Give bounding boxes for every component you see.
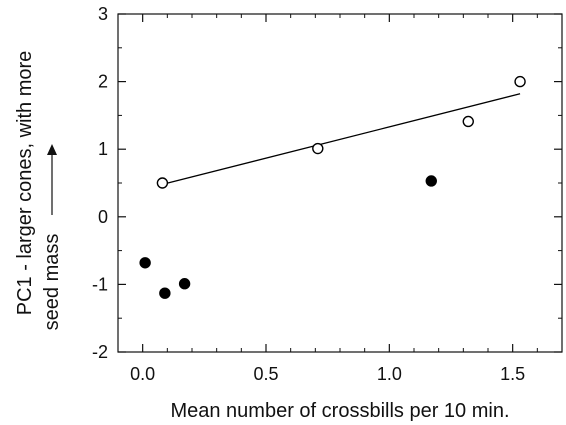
filled-data-point bbox=[139, 257, 151, 269]
fit-line-layer bbox=[162, 93, 521, 185]
filled-data-point bbox=[425, 175, 437, 187]
fit-line bbox=[162, 93, 521, 185]
data-points bbox=[139, 75, 526, 299]
x-tick-label: 0.5 bbox=[253, 364, 278, 384]
open-data-point bbox=[312, 142, 324, 155]
y-tick-label: 2 bbox=[98, 72, 108, 92]
y-tick-label: 3 bbox=[98, 4, 108, 24]
x-tick-label: 1.5 bbox=[500, 364, 525, 384]
x-tick-label: 1.0 bbox=[377, 364, 402, 384]
y-tick-label: 0 bbox=[98, 207, 108, 227]
open-data-point bbox=[514, 75, 526, 88]
open-data-point bbox=[156, 177, 169, 189]
x-axis-label: Mean number of crossbills per 10 min. bbox=[170, 400, 509, 422]
open-data-point bbox=[462, 115, 474, 128]
y-tick-label: -2 bbox=[92, 342, 108, 362]
filled-data-point bbox=[159, 287, 171, 299]
y-axis-label-line1: PC1 - larger cones, with more bbox=[14, 51, 36, 316]
y-tick-label: -1 bbox=[92, 274, 108, 294]
y-axis-label-line2: seed mass bbox=[41, 234, 63, 331]
filled-data-point bbox=[178, 278, 191, 290]
axis-ticks: -2 -1 0 1 2 3 0.0 0.5 1.0 1.5 bbox=[92, 4, 562, 384]
arrowhead-icon bbox=[47, 144, 57, 155]
axis-labels: Mean number of crossbills per 10 min. PC… bbox=[14, 51, 510, 422]
plot-frame bbox=[117, 13, 563, 353]
y-tick-label: 1 bbox=[98, 139, 108, 159]
x-tick-label: 0.0 bbox=[130, 364, 155, 384]
